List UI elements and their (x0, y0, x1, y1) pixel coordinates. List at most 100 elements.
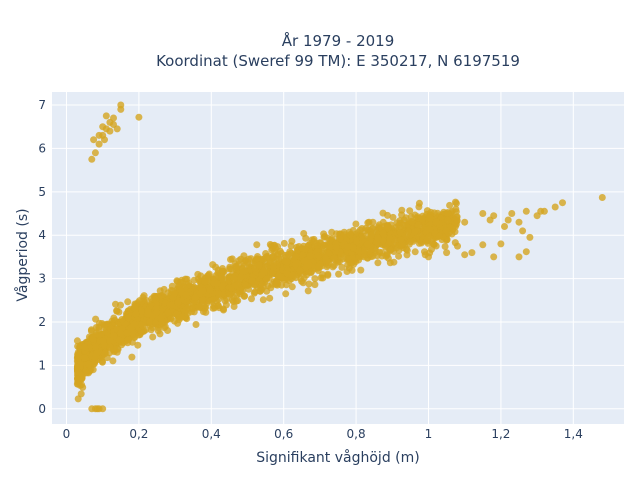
data-point (110, 314, 118, 322)
data-point (117, 301, 124, 309)
data-point (139, 322, 147, 330)
data-point (140, 292, 148, 300)
data-point (110, 114, 117, 122)
data-point (317, 274, 325, 282)
data-point (515, 218, 523, 226)
data-point (497, 240, 505, 248)
data-point (289, 271, 296, 279)
data-point (453, 216, 461, 224)
data-point (85, 360, 92, 368)
data-point (99, 337, 107, 345)
data-point (406, 238, 414, 246)
data-point (468, 249, 476, 257)
data-point (325, 258, 333, 266)
data-point (248, 277, 256, 285)
data-point (288, 237, 296, 245)
data-point (190, 276, 198, 284)
data-point (280, 239, 288, 247)
data-point (95, 131, 103, 139)
data-point (101, 136, 108, 144)
data-point (250, 289, 258, 297)
data-point (300, 230, 308, 237)
data-point (131, 320, 138, 328)
data-point (443, 249, 451, 257)
data-point (81, 343, 89, 351)
data-point (209, 304, 217, 312)
data-point (74, 363, 81, 371)
data-point (338, 263, 346, 271)
data-point (374, 259, 382, 267)
data-point (153, 308, 161, 316)
data-point (124, 314, 132, 322)
data-point (336, 235, 344, 243)
y-tick-label: 7 (38, 98, 46, 112)
data-point (95, 326, 103, 334)
data-point (425, 233, 432, 241)
data-point (172, 310, 180, 318)
data-point (430, 240, 438, 248)
data-point (374, 234, 382, 242)
data-point (356, 226, 364, 234)
data-point (316, 239, 324, 247)
data-point (406, 207, 414, 215)
data-point (117, 329, 125, 337)
y-tick-labels: 0 1 2 3 4 5 6 7 (38, 98, 46, 416)
data-point (333, 230, 340, 238)
y-tick-label: 1 (38, 358, 46, 372)
data-point (183, 275, 191, 283)
data-point (426, 225, 434, 233)
y-axis-title: Vågperiod (s) (14, 208, 31, 301)
data-point (418, 215, 426, 223)
data-point (138, 307, 146, 315)
chart-title-line-2: Koordinat (Sweref 99 TM): E 350217, N 61… (156, 52, 520, 70)
x-tick-label: 0,8 (347, 427, 366, 441)
data-point (157, 314, 165, 322)
data-point (124, 298, 132, 306)
data-point (102, 112, 110, 120)
data-point (461, 218, 469, 226)
data-point (301, 245, 309, 253)
data-point (365, 218, 373, 226)
data-point (192, 293, 200, 301)
data-point (291, 253, 299, 260)
y-tick-label: 4 (38, 228, 46, 242)
data-point (214, 301, 222, 309)
data-point (91, 149, 99, 157)
data-point (363, 240, 371, 248)
data-point (314, 263, 322, 271)
data-point (393, 219, 401, 227)
data-point (248, 295, 255, 303)
data-point (415, 203, 423, 211)
y-tick-label: 3 (38, 272, 46, 286)
data-point (452, 199, 460, 207)
data-point (170, 290, 178, 298)
data-point (305, 280, 313, 288)
data-point (93, 405, 101, 413)
data-point (346, 228, 353, 236)
data-point (89, 366, 97, 374)
data-point (271, 241, 278, 249)
data-point (90, 136, 98, 144)
data-point (253, 255, 261, 263)
data-point (92, 315, 100, 323)
data-point (174, 299, 182, 307)
data-point (314, 252, 322, 260)
data-point (259, 296, 267, 304)
data-point (197, 272, 205, 280)
data-point (299, 279, 307, 287)
data-point (260, 268, 268, 275)
data-point (426, 214, 434, 222)
y-tick-label: 5 (38, 185, 46, 199)
x-gridlines (65, 92, 574, 424)
data-point (281, 276, 289, 284)
data-point (444, 216, 452, 224)
data-point (519, 227, 527, 235)
data-point (598, 194, 606, 201)
data-point (559, 199, 566, 207)
data-point (90, 360, 98, 368)
data-point (411, 211, 419, 219)
data-point (87, 326, 95, 334)
data-point (343, 268, 351, 275)
data-point (169, 301, 176, 309)
